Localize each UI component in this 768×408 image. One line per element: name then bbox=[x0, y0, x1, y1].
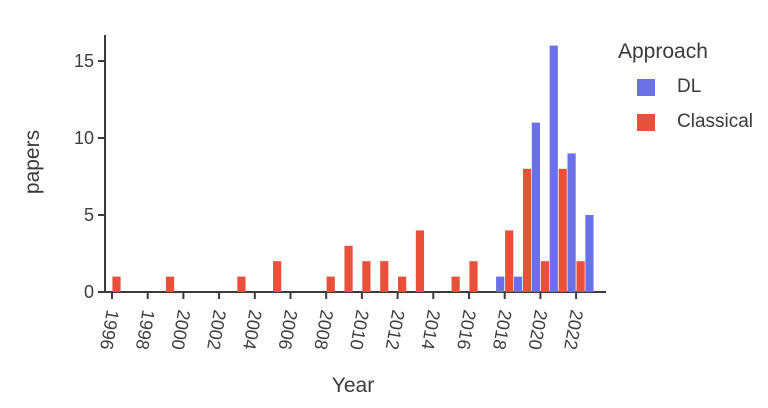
bar-classical-2020 bbox=[540, 261, 549, 292]
bar-classical-2011 bbox=[380, 261, 389, 292]
y-tick-label: 0 bbox=[84, 282, 94, 302]
x-tick-label: 2006 bbox=[275, 308, 302, 351]
bar-classical-2022 bbox=[576, 261, 585, 292]
legend: Approach DL Classical bbox=[618, 40, 753, 146]
bar-dl-2020 bbox=[531, 122, 540, 292]
bar-dl-2019 bbox=[513, 276, 523, 292]
bar-classical-1999 bbox=[165, 276, 175, 292]
bar-dl-2023 bbox=[585, 215, 594, 292]
bar-classical-2010 bbox=[362, 261, 371, 292]
bar-classical-2015 bbox=[451, 276, 460, 292]
x-tick-label: 2008 bbox=[310, 308, 337, 351]
y-axis-title: papers bbox=[21, 129, 44, 195]
bar-classical-2012 bbox=[398, 276, 407, 292]
bar-dl-2021 bbox=[549, 45, 558, 292]
legend-title: Approach bbox=[618, 40, 708, 63]
legend-item-classical: Classical bbox=[637, 111, 753, 133]
x-tick-label: 2002 bbox=[203, 308, 230, 351]
x-axis-title: Year bbox=[331, 374, 375, 397]
legend-item-dl-label: DL bbox=[677, 76, 702, 97]
legend-item-dl: DL bbox=[637, 76, 753, 98]
bar-classical-2003 bbox=[237, 276, 246, 292]
x-tick-label: 2022 bbox=[560, 308, 587, 351]
x-tick-label: 2004 bbox=[239, 308, 266, 351]
bar-dl-2018 bbox=[496, 276, 505, 292]
legend-item-classical-label: Classical bbox=[677, 111, 754, 132]
bar-classical-2021 bbox=[558, 168, 567, 292]
x-tick-label: 2018 bbox=[489, 308, 516, 351]
y-tick-label: 15 bbox=[74, 51, 94, 71]
bar-classical-1996 bbox=[112, 276, 121, 292]
bar-classical-2016 bbox=[469, 261, 478, 292]
bar-dl-2022 bbox=[567, 153, 576, 292]
x-tick-label: 2012 bbox=[382, 308, 409, 351]
y-tick-label: 5 bbox=[84, 205, 94, 225]
x-tick-label: 2010 bbox=[346, 308, 373, 351]
bar-classical-2009 bbox=[344, 245, 353, 292]
dl-color-swatch bbox=[637, 78, 655, 96]
bar-classical-2013 bbox=[415, 230, 425, 292]
x-tick-label: 2020 bbox=[525, 308, 552, 351]
x-tick-label: 2000 bbox=[168, 308, 195, 351]
bar-classical-2005 bbox=[273, 261, 282, 292]
y-tick-label: 10 bbox=[74, 128, 94, 148]
classical-color-swatch bbox=[637, 113, 655, 131]
x-tick-label: 2016 bbox=[453, 308, 480, 351]
bar-classical-2018 bbox=[505, 230, 514, 292]
x-tick-label: 1996 bbox=[96, 308, 123, 351]
x-tick-label: 1998 bbox=[132, 308, 159, 351]
bar-classical-2019 bbox=[522, 168, 532, 292]
bar-classical-2008 bbox=[326, 276, 335, 292]
x-tick-label: 2014 bbox=[417, 308, 444, 351]
